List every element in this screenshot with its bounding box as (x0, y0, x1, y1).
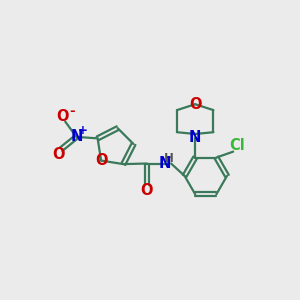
Text: N: N (189, 130, 201, 145)
Text: +: + (78, 124, 88, 137)
Text: N: N (70, 129, 82, 144)
Text: -: - (69, 105, 74, 118)
Text: H: H (164, 152, 174, 165)
Text: O: O (52, 147, 64, 162)
Text: O: O (57, 109, 69, 124)
Text: Cl: Cl (229, 138, 245, 153)
Text: O: O (189, 97, 201, 112)
Text: O: O (95, 153, 107, 168)
Text: N: N (159, 156, 171, 171)
Text: O: O (141, 182, 153, 197)
